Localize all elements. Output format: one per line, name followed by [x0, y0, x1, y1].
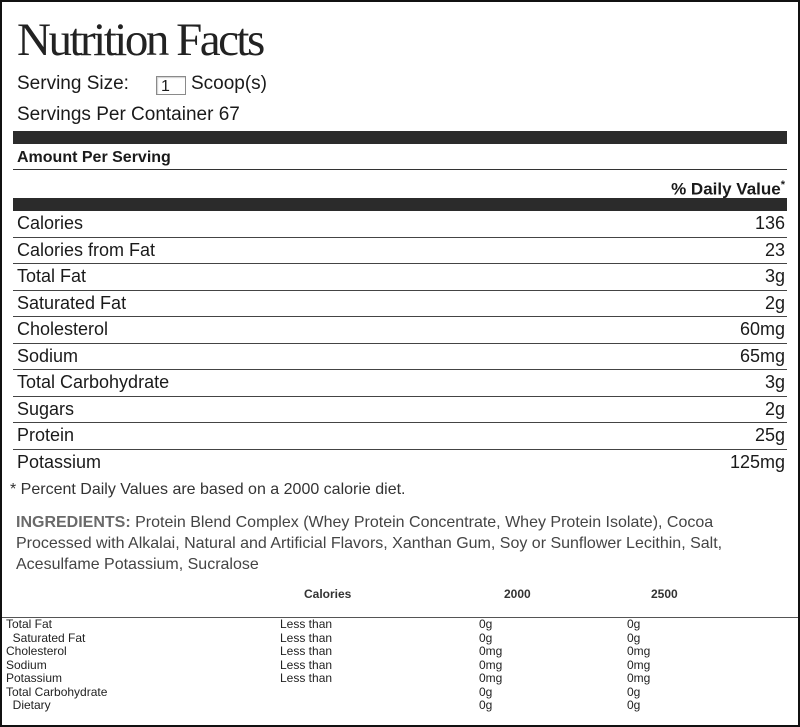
dv-nutrient: Potassium: [6, 671, 63, 685]
daily-value-footnote: * Percent Daily Values are based on a 20…: [10, 481, 406, 498]
dv-2500-value: 0mg: [627, 657, 651, 672]
nutrient-name: Protein: [17, 425, 75, 445]
dv-2000-value: 0g: [479, 698, 493, 712]
table-row: Total Fat Less than 0g 0g: [2, 618, 798, 632]
dv-table-rows: Total Fat Less than 0g 0g Saturated Fat Less…: [2, 618, 798, 713]
table-row: Potassium Less than 0mg 0mg: [2, 672, 798, 686]
dv-limit: Less than: [280, 644, 333, 658]
nutrient-name: Total Fat: [17, 266, 87, 286]
nutrient-name: Sugars: [17, 398, 75, 419]
nutrient-name: Potassium: [17, 451, 102, 472]
amount-per-serving-heading: Amount Per Serving: [17, 149, 171, 166]
dv-header-2000: 2000: [504, 587, 531, 601]
table-row: Saturated Fat Less than 0g 0g: [2, 630, 798, 646]
nutrient-value: 3g: [764, 266, 785, 286]
nutrient-row: Calories 136: [13, 211, 787, 238]
servings-per-container: Servings Per Container 67: [17, 104, 240, 125]
nutrient-name: Sodium: [17, 345, 79, 366]
dv-nutrient: Total Carbohydrate: [6, 684, 108, 699]
dv-2500-value: 0g: [627, 698, 641, 712]
dv-nutrient: Sodium: [6, 657, 47, 672]
dv-2500-value: 0mg: [627, 671, 651, 685]
nutrient-value: 60mg: [739, 319, 785, 339]
thick-divider-middle: [13, 198, 787, 211]
dv-limit: Less than: [280, 671, 333, 685]
dv-header-2500: 2500: [651, 587, 678, 601]
dv-2500-value: 0g: [627, 684, 641, 699]
daily-value-label: % Daily Value: [671, 179, 781, 199]
dv-2000-value: 0mg: [479, 644, 503, 658]
nutrient-row: Saturated Fat 2g: [13, 291, 787, 317]
nutrient-name: Total Carbohydrate: [17, 372, 170, 392]
nutrient-row: Sodium 65mg: [13, 344, 787, 370]
nutrient-row: Total Fat 3g: [13, 264, 787, 291]
dv-2000-value: 0mg: [479, 671, 503, 685]
nutrient-value: 23: [764, 239, 785, 260]
daily-value-header: % Daily Value*: [671, 174, 785, 201]
serving-size-input[interactable]: 1: [155, 76, 186, 95]
dv-table-header: Calories 2000 2500: [2, 586, 798, 606]
nutrient-row: Total Carbohydrate 3g: [13, 370, 787, 397]
nutrient-value: 2g: [764, 292, 785, 313]
ingredients-heading: INGREDIENTS:: [16, 514, 131, 531]
thick-divider-top: [13, 131, 787, 144]
nutrient-value: 2g: [764, 398, 785, 419]
nutrient-row: Protein 25g: [13, 423, 787, 450]
daily-value-table: Calories 2000 2500 Total Fat Less than 0g 0…: [2, 586, 798, 712]
dv-2500-value: 0g: [627, 630, 641, 645]
ingredients-block: INGREDIENTS: Protein Blend Complex (Whey…: [16, 512, 776, 575]
nutrient-row: Calories from Fat 23: [13, 238, 787, 264]
dv-nutrient: Dietary: [6, 698, 51, 712]
dv-2000-value: 0g: [479, 684, 493, 699]
dv-2000-value: 0mg: [479, 657, 503, 672]
nutrient-row: Potassium 125mg: [13, 450, 787, 476]
nutrient-value: 65mg: [739, 345, 785, 366]
table-row: Dietary 0g 0g: [2, 699, 798, 713]
ingredients-text: Protein Blend Complex (Whey Protein Conc…: [16, 514, 723, 573]
dv-limit: Less than: [280, 617, 333, 631]
serving-unit: Scoop(s): [190, 73, 267, 94]
nutrient-row: Sugars 2g: [13, 397, 787, 423]
label-title: Nutrition Facts: [17, 14, 265, 66]
dv-limit: Less than: [280, 657, 333, 672]
dv-2000-value: 0g: [479, 630, 493, 645]
nutrient-value: 125mg: [729, 451, 785, 472]
dv-table-divider: [2, 617, 798, 618]
table-row: Cholesterol Less than 0mg 0mg: [2, 645, 798, 659]
dv-2500-value: 0mg: [627, 644, 651, 658]
dv-2000-value: 0g: [479, 617, 493, 631]
nutrient-name: Calories: [17, 213, 84, 233]
daily-value-asterisk: *: [780, 179, 785, 191]
nutrient-name: Saturated Fat: [17, 292, 127, 313]
dv-header-calories: Calories: [304, 587, 352, 601]
nutrient-row: Cholesterol 60mg: [13, 317, 787, 344]
serving-size-line: Serving Size: 1 Scoop(s): [17, 72, 267, 96]
nutrient-name: Cholesterol: [17, 319, 109, 339]
nutrient-value: 136: [754, 213, 785, 233]
nutrient-value: 25g: [754, 425, 785, 445]
dv-nutrient: Saturated Fat: [6, 630, 86, 645]
nutrient-value: 3g: [764, 372, 785, 392]
dv-nutrient: Total Fat: [6, 617, 53, 631]
nutrient-list: Calories 136 Calories from Fat 23 Total Fa…: [13, 211, 787, 475]
dv-nutrient: Cholesterol: [6, 644, 67, 658]
thin-divider: [13, 169, 787, 170]
dv-2500-value: 0g: [627, 617, 641, 631]
dv-limit: Less than: [280, 630, 333, 645]
serving-size-label: Serving Size:: [17, 73, 129, 94]
nutrient-name: Calories from Fat: [17, 239, 156, 260]
table-row: Total Carbohydrate 0g 0g: [2, 684, 798, 700]
table-row: Sodium Less than 0mg 0mg: [2, 657, 798, 673]
